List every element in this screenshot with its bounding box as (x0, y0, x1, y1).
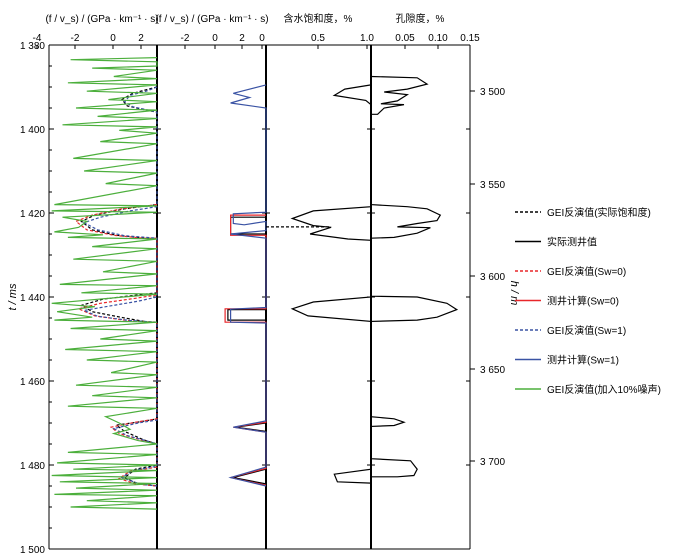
time-tick-label: 1 380 (20, 41, 45, 52)
track-tick-label: 0.05 (395, 33, 415, 44)
series-line (227, 216, 267, 485)
depth-axis-title: h / m (508, 281, 520, 305)
time-tick-label: 1 460 (20, 377, 45, 388)
legend-label: GEI反演值(实际饱和度) (547, 206, 651, 219)
depth-tick-label: 3 600 (480, 272, 505, 283)
series-line (228, 84, 267, 487)
legend-label: GEI反演值(Sw=1) (547, 324, 626, 337)
time-tick-label: 1 420 (20, 209, 45, 220)
series-line (290, 84, 372, 484)
track-tick-label: 2 (138, 33, 144, 44)
track-tick-label: 0 (110, 33, 116, 44)
axis-labels: 1 380 1 400 1 420 1 440 1 460 1 480 1 500 3 500… (7, 12, 520, 556)
panel-title: 孔隙度，% (396, 12, 445, 25)
track-tick-label: 0 (259, 33, 265, 44)
legend-label: 测井计算(Sw=1) (547, 354, 619, 367)
time-tick-label: 1 500 (20, 545, 45, 556)
track-tick-label: -2 (71, 33, 80, 44)
track-tick-label: 0.5 (311, 33, 325, 44)
legend: GEI反演值(实际饱和度) 实际测井值 GEI反演值(Sw=0) 测井计算(Sw=0)… (515, 206, 661, 396)
time-tick-label: 1 480 (20, 461, 45, 472)
track-tick-label: 0.10 (428, 33, 448, 44)
series-layer (51, 57, 459, 510)
track-tick-label: 1.0 (360, 33, 374, 44)
track-tick-label: 0.15 (460, 33, 480, 44)
depth-tick-label: 3 700 (480, 457, 505, 468)
track-tick-label: 2 (239, 33, 245, 44)
time-axis-title: t / ms (7, 283, 19, 310)
legend-label: 实际测井值 (547, 236, 597, 249)
series-line (224, 214, 267, 486)
track-tick-label: -2 (181, 33, 190, 44)
panel-title: (f / v_s) / (GPa · km⁻¹ · s) (45, 14, 158, 25)
track-tick-label: -4 (33, 33, 42, 44)
time-tick-label: 1 400 (20, 125, 45, 136)
time-tick-label: 1 440 (20, 293, 45, 304)
depth-tick-label: 3 500 (480, 87, 505, 98)
legend-label: GEI反演值(Sw=0) (547, 265, 626, 278)
panel-title: (f / v_s) / (GPa · km⁻¹ · s) (155, 14, 268, 25)
depth-tick-label: 3 550 (480, 180, 505, 191)
legend-label: 测井计算(Sw=0) (547, 295, 619, 308)
depth-tick-label: 3 650 (480, 365, 505, 376)
series-line (51, 57, 158, 510)
panel-title: 含水饱和度，% (284, 12, 353, 25)
track-tick-label: 0 (212, 33, 218, 44)
legend-label: GEI反演值(加入10%噪声) (547, 383, 661, 396)
series-line (370, 75, 459, 478)
